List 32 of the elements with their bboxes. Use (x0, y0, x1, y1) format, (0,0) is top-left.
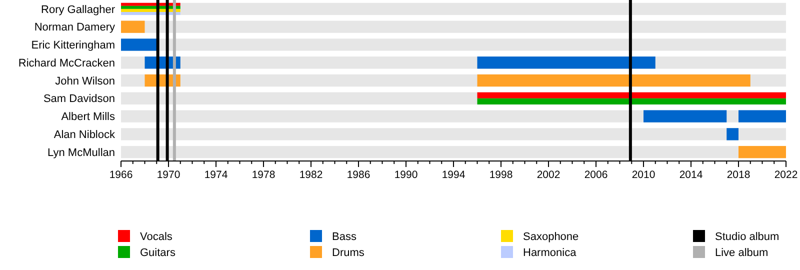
y-tick-label: Norman Damery (34, 22, 116, 34)
x-tick-label: 2022 (774, 169, 798, 181)
y-tick-label: Richard McCracken (18, 57, 115, 70)
legend-label: Live album (715, 246, 768, 259)
legend-label: Studio album (715, 230, 780, 243)
y-tick-label: Alan Niblock (54, 129, 116, 142)
y-tick-label: John Wilson (55, 75, 115, 88)
x-tick-label: 1966 (109, 169, 133, 181)
y-tick-label: Albert Mills (61, 111, 116, 124)
legend-label: Vocals (140, 230, 173, 243)
x-tick-label: 1986 (346, 169, 370, 181)
legend-label: Guitars (140, 246, 176, 259)
y-tick-label: Lyn McMullan (48, 146, 115, 159)
x-tick-label: 1970 (156, 169, 180, 181)
x-tick-label: 2006 (584, 169, 608, 181)
x-tick-label: 2014 (679, 169, 703, 181)
x-tick-label: 1978 (252, 169, 276, 181)
y-tick-label: Rory Gallagher (41, 4, 116, 16)
legend-label: Saxophone (523, 230, 579, 243)
x-tick-label: 1994 (442, 169, 466, 181)
x-tick-label: 1974 (204, 169, 228, 181)
x-tick-label: 1998 (489, 169, 513, 181)
x-tick-label: 1990 (394, 169, 418, 181)
x-tick-label: 2010 (632, 169, 656, 181)
x-tick-label: 2018 (726, 169, 750, 181)
legend-label: Bass (332, 230, 357, 243)
x-tick-label: 1982 (299, 169, 323, 181)
x-tick-label: 2002 (536, 169, 560, 181)
legend-label: Harmonica (523, 246, 578, 259)
legend-label: Drums (332, 246, 365, 259)
y-tick-label: Eric Kitteringham (31, 40, 115, 52)
y-tick-label: Sam Davidson (43, 93, 115, 106)
